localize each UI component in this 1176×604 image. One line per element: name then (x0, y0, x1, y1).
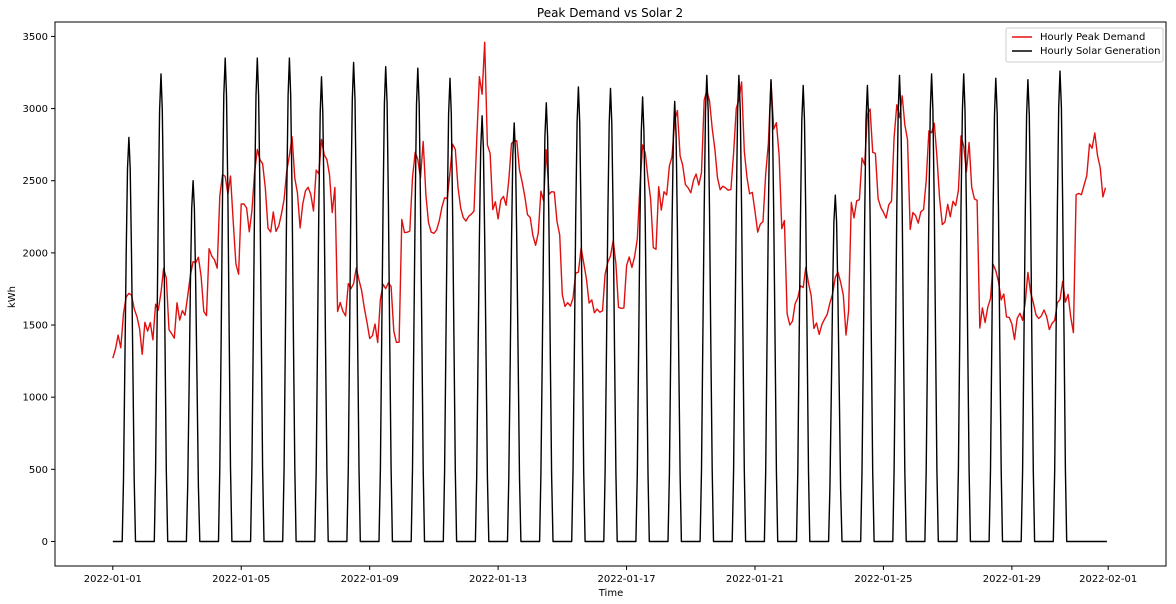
series-line-demand (112, 41, 1107, 359)
y-tick-label: 2000 (23, 248, 48, 259)
x-tick-label: 2022-01-21 (726, 574, 784, 585)
y-tick-label: 1500 (23, 321, 48, 332)
y-tick-label: 3000 (23, 104, 48, 115)
y-tick-label: 3500 (23, 32, 48, 43)
x-tick-label: 2022-01-17 (597, 574, 655, 585)
x-tick-label: 2022-01-13 (469, 574, 527, 585)
y-tick-label: 1000 (23, 393, 48, 404)
x-tick-label: 2022-01-25 (854, 574, 912, 585)
y-axis: 0 500 1000 1500 2000 2500 3000 3500 (23, 32, 55, 548)
chart-title: Peak Demand vs Solar 2 (537, 6, 683, 20)
legend-label-demand: Hourly Peak Demand (1040, 32, 1145, 43)
series-layer (112, 41, 1107, 543)
x-tick-label: 2022-01-01 (84, 574, 142, 585)
x-tick-label: 2022-01-29 (983, 574, 1041, 585)
x-axis-title: Time (598, 588, 623, 599)
x-axis: 2022-01-01 2022-01-05 2022-01-09 2022-01-13… (84, 566, 1137, 585)
series-line-solar (112, 57, 1107, 543)
legend-box (1005, 27, 1164, 63)
x-tick-label: 2022-01-05 (212, 574, 270, 585)
legend-label-solar: Hourly Solar Generation (1040, 46, 1160, 57)
x-tick-label: 2022-02-01 (1079, 574, 1137, 585)
legend: Hourly Peak Demand Hourly Solar Generati… (1005, 27, 1164, 63)
x-tick-label: 2022-01-09 (341, 574, 399, 585)
plot-area (54, 21, 1167, 567)
y-tick-label: 0 (42, 537, 48, 548)
y-tick-label: 500 (29, 465, 48, 476)
y-axis-title: kWh (7, 286, 18, 308)
y-tick-label: 2500 (23, 176, 48, 187)
